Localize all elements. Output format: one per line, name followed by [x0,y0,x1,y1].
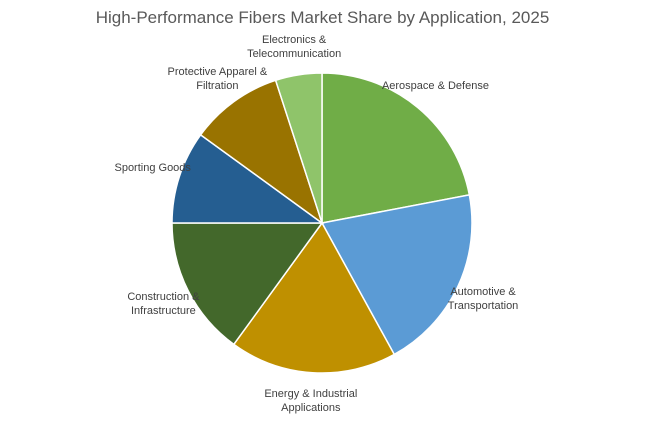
pie-slice [171,222,324,346]
slice-label: Electronics & Telecommunication [247,34,342,61]
pie-slice [274,72,323,224]
slice-label: Energy & Industrial Applications [264,387,358,414]
chart-title: High-Performance Fibers Market Share by … [95,8,550,27]
pie-slice [232,221,396,374]
pie-slice [199,79,324,225]
slice-label: Protective Apparel & Filtration [167,65,268,92]
slice-label: Aerospace & Defense [381,79,489,92]
pie-slice [320,194,473,356]
slice-label: Construction & Infrastructure [127,290,200,317]
pie-slice [171,133,325,224]
slice-label: Sporting Goods [114,161,191,174]
slice-label: Automotive & Transportation [447,285,519,312]
pie-slice [321,72,471,224]
